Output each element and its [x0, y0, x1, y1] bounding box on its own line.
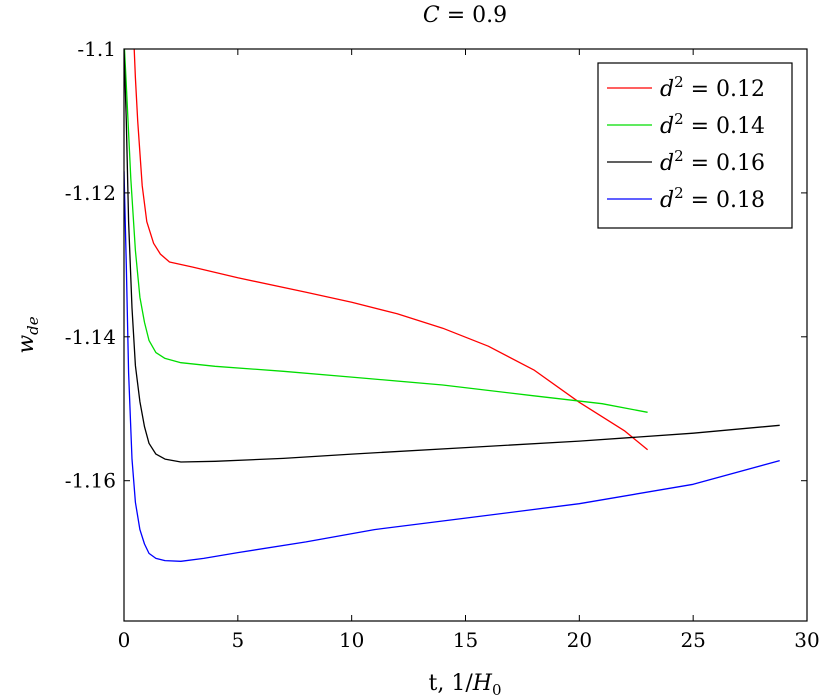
x-tick-label: 15: [453, 628, 478, 652]
x-tick-label: 25: [680, 628, 705, 652]
x-tick-label: 30: [794, 628, 819, 652]
y-tick-label: -1.16: [65, 469, 116, 493]
series-layer: [124, 49, 780, 562]
chart-title: C = 0.9: [423, 3, 507, 28]
legend-label-1: d2 = 0.12: [660, 73, 765, 102]
y-axis-label: wde: [14, 316, 42, 353]
legend-box: [597, 62, 793, 229]
series-line-4: [124, 171, 780, 562]
y-tick-label: -1.1: [77, 37, 116, 61]
y-tick-label: -1.14: [65, 325, 116, 349]
x-tick-label: 5: [231, 628, 244, 652]
legend: d2 = 0.12 d2 = 0.14 d2 = 0.16 d2 = 0.18: [597, 62, 793, 229]
x-tick-label: 10: [339, 628, 364, 652]
series-line-2: [124, 49, 648, 413]
ticks-layer: 0 5 10 15 20 25 30 -1.1 -1.12 -1.14 -1.16: [65, 37, 820, 652]
plot-frame: [123, 48, 808, 622]
y-tick-label: -1.12: [65, 181, 116, 205]
x-axis-label: t, 1/H0: [429, 671, 502, 698]
legend-label-2: d2 = 0.14: [660, 110, 765, 139]
legend-label-4: d2 = 0.18: [660, 184, 765, 213]
x-tick-label: 0: [118, 628, 131, 652]
series-line-3: [124, 49, 780, 463]
x-tick-label: 20: [567, 628, 592, 652]
series-line-1: [133, 49, 649, 451]
legend-label-3: d2 = 0.16: [660, 147, 765, 176]
